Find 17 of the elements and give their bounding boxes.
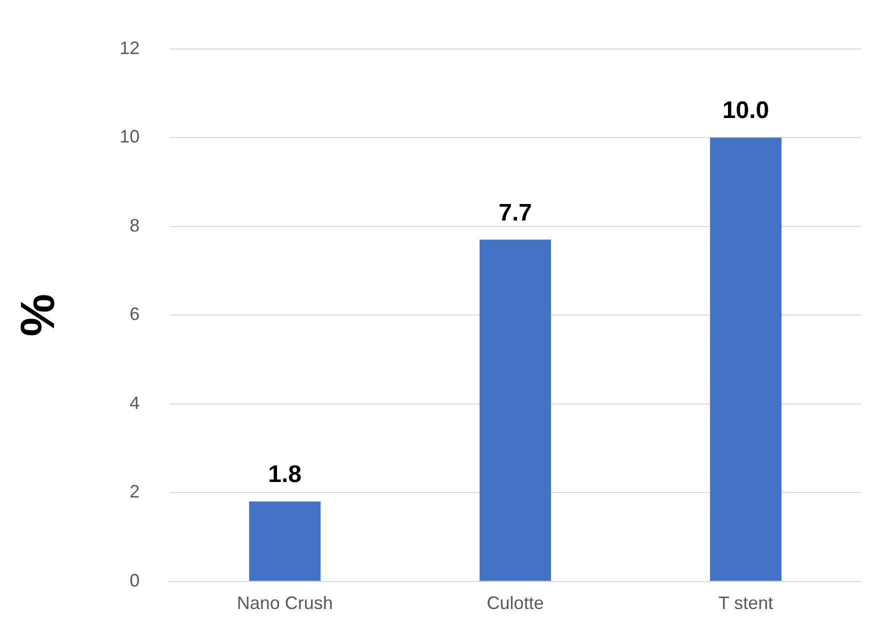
y-axis-title: % [12, 294, 66, 336]
bar [249, 502, 321, 581]
bar [710, 138, 782, 581]
x-tick-label: Nano Crush [236, 593, 333, 614]
x-tick-label: T stent [718, 593, 774, 614]
y-tick-label: 4 [130, 392, 140, 413]
bar [480, 240, 552, 581]
data-label: 1.8 [268, 461, 302, 488]
data-label: 10.0 [722, 97, 770, 124]
y-tick-label: 12 [120, 38, 140, 58]
x-tick-label: Culotte [486, 593, 544, 614]
y-tick-label: 8 [130, 215, 140, 236]
y-tick-label: 6 [130, 304, 140, 324]
y-tick-label: 10 [120, 126, 140, 147]
y-tick-label: 0 [130, 570, 140, 590]
data-label: 7.7 [498, 199, 532, 226]
y-tick-label: 2 [130, 482, 140, 502]
